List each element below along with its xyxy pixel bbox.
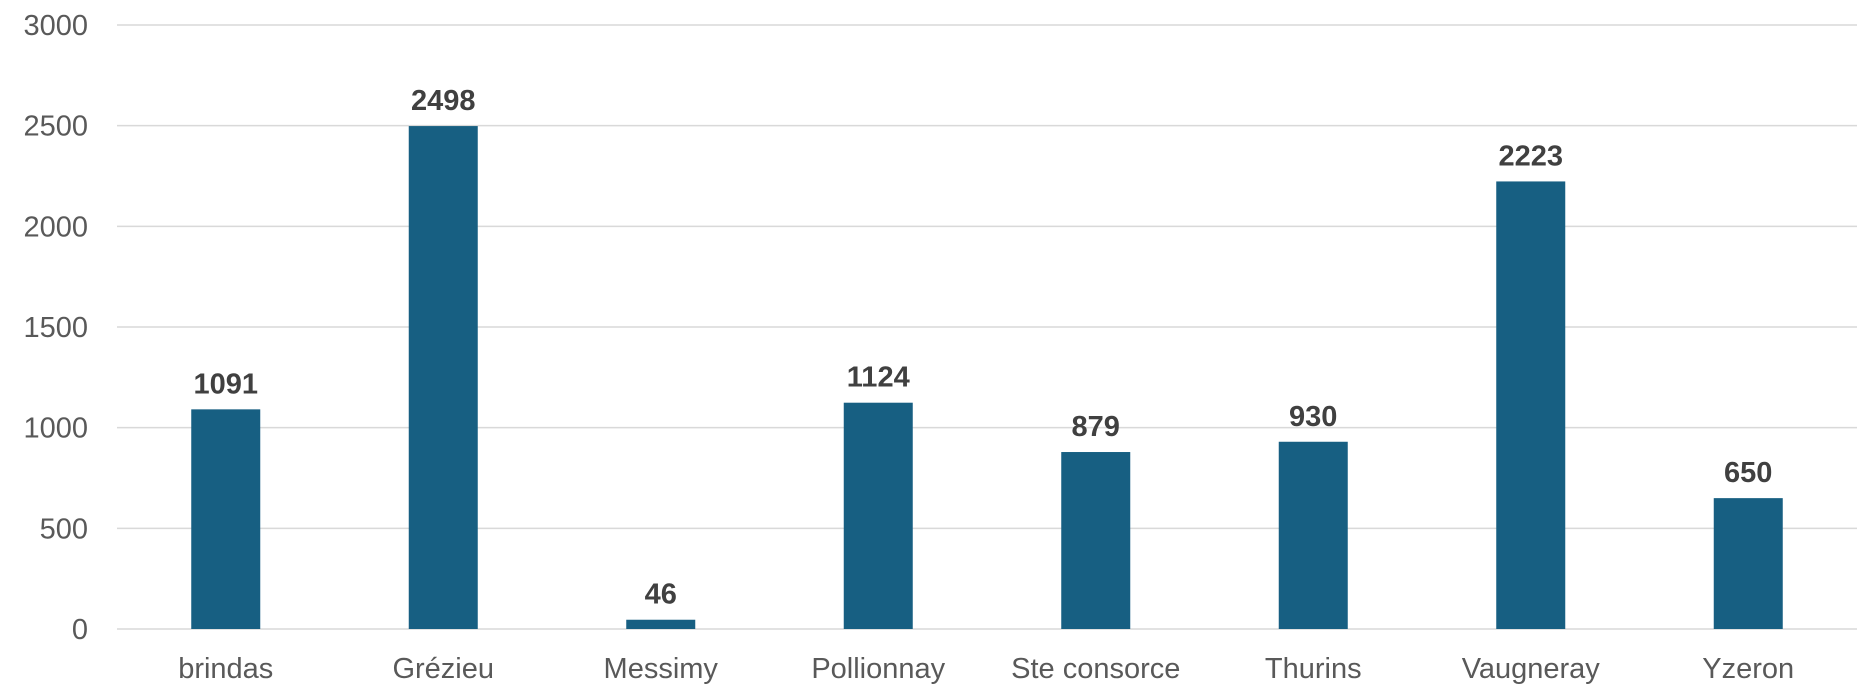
y-tick-label: 2000 xyxy=(23,211,88,243)
bar xyxy=(191,409,261,629)
data-label: 2498 xyxy=(411,85,476,117)
data-label: 46 xyxy=(645,579,677,611)
x-category-label: Yzeron xyxy=(1702,653,1794,685)
y-tick-label: 500 xyxy=(40,513,88,545)
y-tick-label: 1000 xyxy=(23,413,88,445)
bar xyxy=(408,126,478,629)
bar xyxy=(1278,441,1348,629)
bar xyxy=(1713,498,1783,629)
data-labels: 1091 2498 46 1124 879 930 2223 650 xyxy=(193,85,1772,611)
y-tick-label: 1500 xyxy=(23,312,88,344)
x-category-label: Messimy xyxy=(604,653,719,685)
y-tick-label: 2500 xyxy=(23,111,88,143)
x-category-label: Grézieu xyxy=(392,653,494,685)
x-category-label: Vaugneray xyxy=(1462,653,1601,685)
data-label: 1124 xyxy=(847,362,910,394)
bar xyxy=(1061,452,1131,629)
x-category-label: Thurins xyxy=(1265,653,1362,685)
y-tick-label: 3000 xyxy=(23,10,88,42)
x-category-label: Ste consorce xyxy=(1011,653,1180,685)
data-label: 2223 xyxy=(1498,140,1563,172)
data-label: 879 xyxy=(1072,411,1120,443)
y-axis-ticks: 0 500 1000 1500 2000 2500 3000 xyxy=(23,10,88,646)
gridlines xyxy=(117,24,1857,630)
data-label: 650 xyxy=(1724,457,1772,489)
x-category-label: brindas xyxy=(178,653,273,685)
data-label: 1091 xyxy=(193,368,258,400)
bar xyxy=(626,619,696,629)
data-label: 930 xyxy=(1289,401,1337,433)
bar xyxy=(843,402,913,629)
bar xyxy=(1496,181,1566,629)
x-category-label: Pollionnay xyxy=(811,653,945,685)
y-tick-label: 0 xyxy=(72,614,88,646)
x-axis-categories: brindas Grézieu Messimy Pollionnay Ste conso… xyxy=(178,653,1794,685)
bars xyxy=(191,126,1783,629)
